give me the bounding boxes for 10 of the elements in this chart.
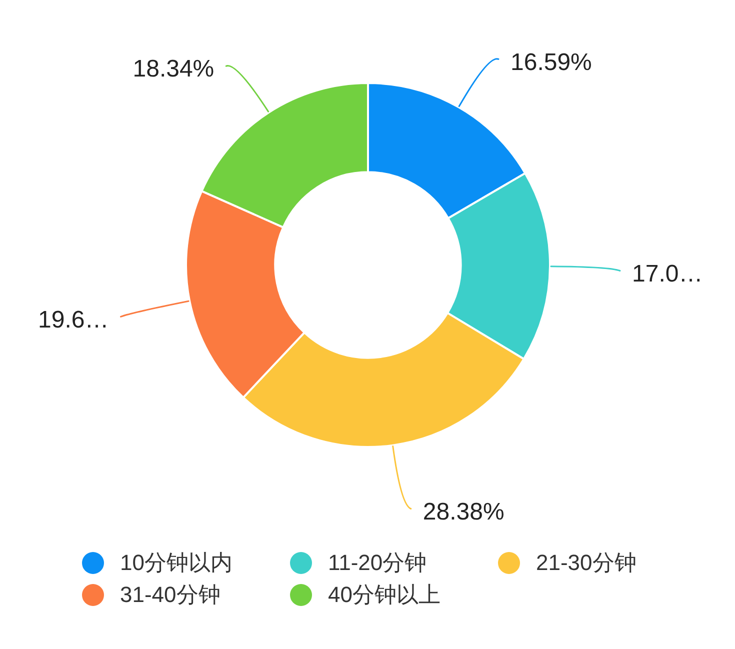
legend-label: 21-30分钟	[536, 549, 636, 577]
data-label: 28.38%	[422, 498, 504, 526]
legend-label: 11-20分钟	[328, 549, 427, 577]
legend-label: 40分钟以上	[328, 581, 440, 609]
data-label: 19.6…	[38, 306, 109, 334]
data-label: 16.59%	[510, 48, 592, 76]
data-label: 18.34%	[132, 56, 214, 83]
legend-label: 31-40分钟	[120, 581, 220, 609]
data-label: 17.0…	[632, 260, 703, 288]
legend-label: 10分钟以内	[120, 549, 232, 577]
